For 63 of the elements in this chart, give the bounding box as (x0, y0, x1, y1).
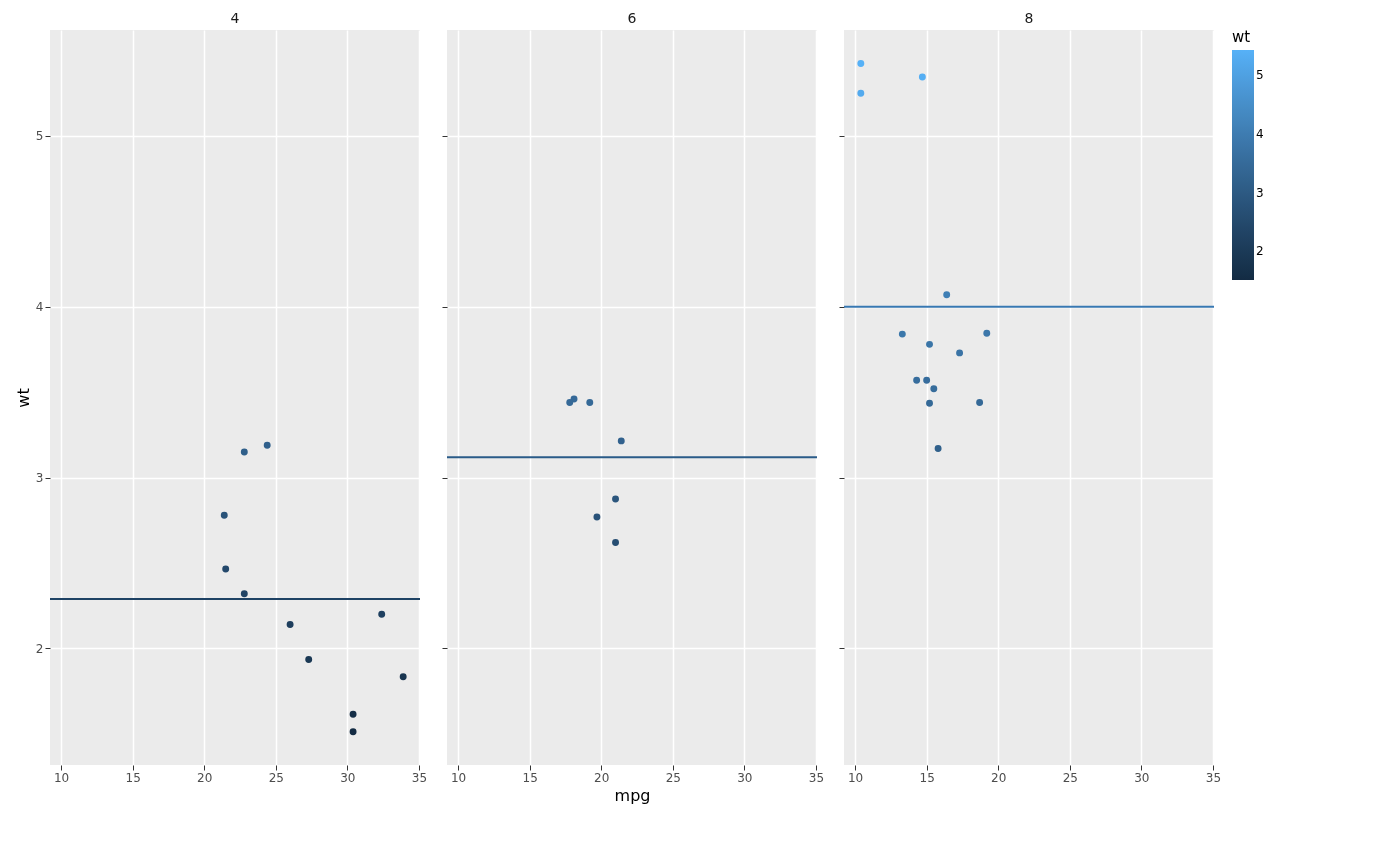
point (566, 399, 574, 406)
point (617, 437, 625, 445)
y-tick-label: 3 (35, 471, 44, 486)
point (222, 565, 230, 573)
x-tick-label: 10 (450, 770, 467, 785)
point (926, 399, 933, 407)
y-tick-label: 2 (35, 641, 44, 656)
color-bar-title: wt (1232, 28, 1251, 46)
y-tick-label: 5 (35, 129, 44, 144)
x-tick-label: 35 (1205, 770, 1222, 785)
point (926, 340, 933, 348)
point (399, 673, 407, 681)
x-tick-label: 15 (522, 770, 538, 785)
point (956, 349, 964, 357)
point (612, 539, 619, 547)
point (220, 511, 228, 519)
point (263, 441, 271, 449)
point (943, 291, 951, 299)
x-tick-label: 10 (847, 770, 864, 785)
point (983, 329, 991, 337)
point (349, 710, 357, 718)
x-tick-label: 20 (197, 770, 213, 785)
x-tick-label: 30 (1134, 770, 1150, 785)
point (305, 656, 313, 664)
point (349, 728, 357, 736)
x-tick-label: 15 (919, 770, 935, 785)
point (586, 399, 594, 406)
point (913, 376, 921, 384)
chart-title: 4 (230, 10, 240, 26)
x-tick-label: 20 (594, 770, 610, 785)
chart-title: 6 (627, 10, 637, 26)
point (923, 376, 931, 384)
x-tick-label: 15 (125, 770, 141, 785)
point (918, 73, 926, 81)
x-tick-label: 25 (1062, 770, 1078, 785)
color-bar-label: 3 (1256, 185, 1264, 200)
point (612, 495, 619, 503)
point (240, 590, 248, 598)
color-bar-label: 5 (1256, 67, 1264, 82)
x-tick-label: 25 (665, 770, 681, 785)
color-bar-label: 2 (1256, 244, 1264, 259)
chart-title: 8 (1024, 10, 1034, 26)
point (930, 385, 938, 393)
x-tick-label: 30 (737, 770, 753, 785)
x-tick-label: 25 (268, 770, 284, 785)
x-tick-label: 20 (991, 770, 1007, 785)
x-tick-label: 10 (53, 770, 70, 785)
x-tick-label: 35 (808, 770, 825, 785)
point (976, 399, 984, 406)
x-tick-label: 35 (411, 770, 428, 785)
point (378, 610, 386, 618)
point (240, 448, 248, 456)
x-tick-label: 30 (340, 770, 356, 785)
point (857, 60, 865, 67)
point (593, 513, 601, 521)
color-bar-label: 4 (1256, 126, 1264, 141)
y-axis-title: wt (13, 388, 33, 408)
point (934, 445, 942, 453)
point (857, 89, 865, 97)
x-axis-title: mpg (614, 785, 651, 805)
point (898, 330, 906, 338)
point (286, 621, 294, 629)
y-tick-label: 4 (35, 300, 44, 315)
